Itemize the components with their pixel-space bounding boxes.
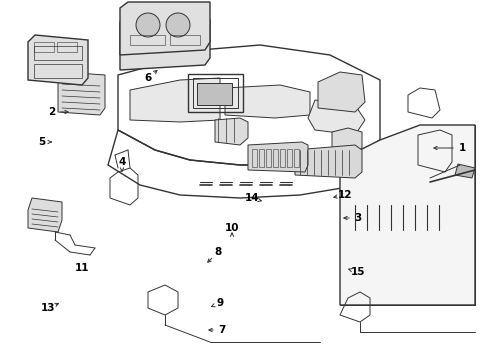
Circle shape	[136, 13, 160, 37]
Bar	[170, 35, 200, 45]
Polygon shape	[340, 125, 475, 305]
Bar	[130, 35, 165, 45]
Polygon shape	[225, 85, 310, 118]
Polygon shape	[295, 145, 362, 178]
Polygon shape	[248, 142, 308, 172]
Text: 4: 4	[118, 157, 126, 167]
Circle shape	[166, 13, 190, 37]
Text: 7: 7	[219, 325, 226, 335]
Bar	[188, 74, 243, 112]
Polygon shape	[308, 100, 365, 135]
Polygon shape	[332, 128, 362, 155]
Text: 12: 12	[338, 190, 352, 200]
Text: 5: 5	[38, 137, 46, 147]
Text: 14: 14	[245, 193, 259, 203]
Polygon shape	[130, 78, 220, 122]
Polygon shape	[120, 2, 210, 55]
Text: 9: 9	[217, 298, 223, 308]
Bar	[34, 64, 82, 78]
Bar	[266, 149, 271, 167]
Bar	[193, 78, 238, 108]
Text: 1: 1	[458, 143, 466, 153]
Bar	[280, 149, 285, 167]
Bar	[197, 83, 232, 105]
Polygon shape	[58, 72, 105, 115]
Bar	[34, 46, 82, 60]
Polygon shape	[318, 72, 365, 112]
Text: 10: 10	[225, 223, 239, 233]
Text: 8: 8	[215, 247, 221, 257]
Bar	[57, 42, 77, 52]
Bar	[252, 149, 257, 167]
Polygon shape	[455, 164, 475, 178]
Bar	[259, 149, 264, 167]
Text: 3: 3	[354, 213, 362, 223]
Polygon shape	[120, 15, 210, 70]
Polygon shape	[28, 35, 88, 85]
Text: 11: 11	[75, 263, 89, 273]
Text: 15: 15	[351, 267, 365, 277]
Text: 6: 6	[145, 73, 151, 83]
Polygon shape	[28, 198, 62, 232]
Bar	[273, 149, 278, 167]
Bar	[294, 149, 299, 167]
Bar	[34, 42, 54, 52]
Bar	[287, 149, 292, 167]
Polygon shape	[215, 118, 248, 145]
Text: 13: 13	[41, 303, 55, 313]
Text: 2: 2	[49, 107, 56, 117]
